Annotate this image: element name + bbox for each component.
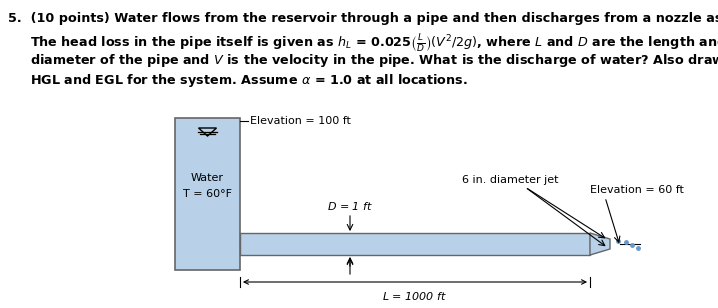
Text: $L$ = 1000 ft: $L$ = 1000 ft xyxy=(383,290,447,302)
Text: 5.  (10 points) Water flows from the reservoir through a pipe and then discharge: 5. (10 points) Water flows from the rese… xyxy=(8,12,718,25)
Text: diameter of the pipe and $V$ is the velocity in the pipe. What is the discharge : diameter of the pipe and $V$ is the velo… xyxy=(30,52,718,69)
Text: Water: Water xyxy=(191,173,224,183)
Text: T = 60°F: T = 60°F xyxy=(183,189,232,199)
Text: 6 in. diameter jet: 6 in. diameter jet xyxy=(462,175,559,185)
Text: $D$ = 1 ft: $D$ = 1 ft xyxy=(327,200,373,212)
Bar xyxy=(175,118,240,270)
Text: Elevation = 100 ft: Elevation = 100 ft xyxy=(250,116,351,126)
Text: Elevation = 60 ft: Elevation = 60 ft xyxy=(590,185,684,195)
Text: HGL and EGL for the system. Assume $\alpha$ = 1.0 at all locations.: HGL and EGL for the system. Assume $\alp… xyxy=(30,72,468,89)
Polygon shape xyxy=(590,233,610,255)
Bar xyxy=(240,233,590,255)
Text: The head loss in the pipe itself is given as $h_L$ = 0.025$\left(\frac{L}{D}\rig: The head loss in the pipe itself is give… xyxy=(30,32,718,54)
